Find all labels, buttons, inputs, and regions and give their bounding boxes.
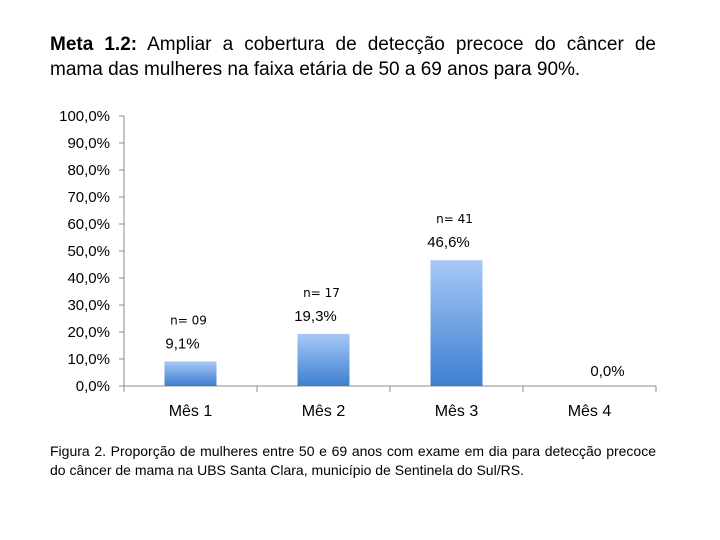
caption-text: Proporção de mulheres entre 50 e 69 anos… (50, 443, 656, 478)
data-value-label: 19,3% (294, 308, 337, 325)
data-value-label: 46,6% (427, 234, 470, 251)
sample-size-label: n= 17 (303, 286, 340, 300)
x-category-label: Mês 2 (302, 403, 346, 420)
caption-lead: Figura 2. (50, 443, 107, 459)
bar (164, 361, 217, 386)
figure-caption: Figura 2. Proporção de mulheres entre 50… (50, 442, 656, 480)
data-value-label: 0,0% (590, 363, 624, 380)
y-tick-label: 40,0% (67, 270, 110, 287)
y-tick-label: 50,0% (67, 243, 110, 260)
y-tick-label: 100,0% (59, 108, 110, 125)
data-value-label: 9,1% (165, 335, 199, 352)
y-tick-label: 90,0% (67, 135, 110, 152)
x-category-label: Mês 4 (568, 403, 612, 420)
x-category-label: Mês 3 (435, 403, 479, 420)
y-tick-label: 70,0% (67, 189, 110, 206)
bar (297, 333, 350, 386)
y-tick-label: 80,0% (67, 162, 110, 179)
x-category-label: Mês 1 (169, 403, 213, 420)
y-tick-label: 20,0% (67, 324, 110, 341)
y-tick-label: 10,0% (67, 351, 110, 368)
sample-size-label: n= 09 (170, 313, 207, 327)
bar (430, 260, 483, 386)
sample-size-label: n= 41 (436, 212, 473, 226)
title-text: Ampliar a cobertura de detecção precoce … (50, 34, 656, 80)
y-tick-label: 30,0% (67, 297, 110, 314)
chart-bars (164, 260, 483, 386)
chart-title: Meta 1.2: Ampliar a cobertura de detecçã… (50, 32, 656, 82)
y-tick-label: 0,0% (76, 378, 110, 395)
chart-labels: Mês 1 9,1% n= 09 Mês 2 19,3% n= 17 Mês 3 46,6% n… (165, 212, 624, 420)
y-tick-label: 60,0% (67, 216, 110, 233)
title-lead: Meta 1.2: (50, 34, 138, 55)
chart-axes: 0,0% 10,0% 20,0% 30,0% 40,0% 50,0% 60,0% 70,0% 8… (59, 108, 657, 395)
